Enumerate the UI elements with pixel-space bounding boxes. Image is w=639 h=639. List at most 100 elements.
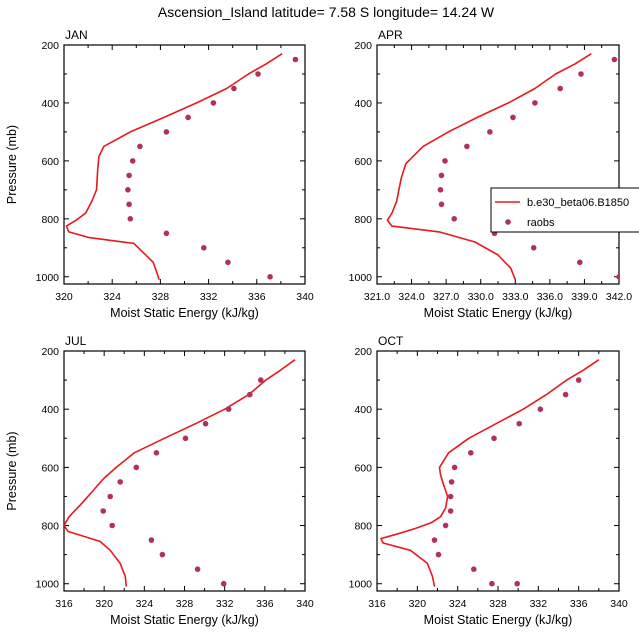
x-tick-label: 316 — [368, 598, 386, 610]
x-tick-label: 320 — [55, 291, 73, 303]
y-tick-label: 400 — [354, 98, 372, 110]
raobs-point — [117, 479, 123, 485]
raobs-point — [451, 216, 458, 222]
plot-area — [64, 359, 296, 587]
x-tick-label: 332 — [200, 291, 218, 303]
y-tick-label: 600 — [354, 156, 372, 168]
raobs-point — [109, 522, 115, 529]
plot-area — [65, 53, 299, 280]
plot-frame — [376, 350, 620, 592]
y-tick-label: 200 — [354, 40, 372, 52]
raobs-point — [292, 56, 299, 63]
raobs-point — [267, 274, 273, 280]
raobs-point — [537, 406, 544, 413]
raobs-point — [557, 85, 563, 92]
raobs-point — [578, 71, 584, 77]
panel-oct: OCT 316 320 324 328 332 336 340 200 400 600 800 1000… — [349, 334, 628, 627]
raobs-point — [182, 435, 189, 442]
panel-jan: JAN 320 324 328 332 336 340 200 400 600 800 1000 Moi… — [5, 28, 314, 320]
raobs-point — [468, 450, 474, 456]
x-tick-label: 339.0 — [571, 291, 597, 303]
raobs-point — [210, 100, 217, 106]
raobs-point — [201, 245, 207, 251]
model-line — [380, 359, 600, 587]
chart-panels: JAN 320 324 328 332 336 340 200 400 600 800 1000 Moi… — [5, 28, 639, 627]
raobs-point — [442, 158, 448, 164]
x-tick-label: 328 — [489, 598, 507, 610]
legend-marker-swatch — [505, 219, 511, 225]
raobs-point — [185, 114, 191, 121]
y-tick-label: 800 — [354, 214, 372, 226]
raobs-point — [159, 551, 166, 558]
raobs-point — [447, 493, 454, 500]
x-tick-label: 340 — [610, 598, 628, 610]
raobs-point — [451, 464, 458, 471]
panel-jul: JUL 316 320 324 328 332 336 340 200 400 600 800 1000… — [5, 334, 314, 627]
x-axis-label: Moist Static Energy (kJ/kg) — [424, 306, 573, 320]
model-line — [65, 53, 283, 280]
y-tick-label: 600 — [41, 156, 59, 168]
y-tick-label: 800 — [41, 214, 59, 226]
x-tick-label: 340 — [296, 598, 314, 610]
raobs-point — [129, 158, 136, 164]
legend-obs-label: raobs — [527, 217, 555, 229]
raobs-point — [137, 143, 143, 150]
raobs-point — [562, 391, 569, 398]
raobs-point — [448, 479, 455, 485]
y-tick-label: 400 — [41, 404, 59, 416]
x-tick-label: 328 — [176, 598, 194, 610]
y-tick-label: 1000 — [36, 272, 60, 284]
raobs-point — [163, 129, 170, 135]
x-tick-label: 330.0 — [468, 291, 494, 303]
figure-title: Ascension_Island latitude= 7.58 S longit… — [158, 4, 495, 20]
x-tick-label: 340 — [296, 291, 314, 303]
raobs-point — [516, 420, 522, 427]
raobs-point — [225, 406, 232, 413]
x-tick-label: 342.0 — [606, 291, 632, 303]
raobs-point — [133, 464, 140, 471]
x-tick-label: 320 — [95, 598, 113, 610]
raobs-point — [464, 143, 470, 150]
raobs-point — [530, 245, 537, 251]
raobs-point — [510, 114, 516, 121]
raobs-point — [532, 100, 538, 106]
y-tick-label: 200 — [41, 40, 59, 52]
raobs-point — [431, 537, 438, 543]
x-axis-label: Moist Static Energy (kJ/kg) — [424, 613, 573, 627]
y-tick-label: 1000 — [36, 579, 60, 591]
panel-title: APR — [378, 28, 403, 42]
raobs-point — [491, 435, 497, 442]
x-tick-label: 336 — [570, 598, 588, 610]
raobs-point — [225, 259, 231, 266]
x-tick-label: 324 — [103, 291, 121, 303]
raobs-point — [437, 187, 444, 193]
x-tick-label: 333.0 — [502, 291, 528, 303]
x-tick-label: 336.0 — [537, 291, 563, 303]
raobs-point — [107, 493, 113, 500]
y-tick-label: 1000 — [349, 579, 373, 591]
x-tick-label: 316 — [55, 598, 73, 610]
x-tick-label: 321.0 — [364, 291, 390, 303]
raobs-point — [442, 522, 449, 529]
raobs-point — [231, 85, 237, 92]
y-tick-label: 1000 — [349, 272, 373, 284]
x-axis-label: Moist Static Energy (kJ/kg) — [110, 306, 259, 320]
panel-title: OCT — [378, 334, 404, 348]
raobs-point — [438, 172, 445, 179]
y-tick-label: 400 — [41, 98, 59, 110]
plot-frame — [63, 350, 306, 592]
x-tick-label: 324 — [449, 598, 467, 610]
x-tick-label: 332 — [530, 598, 548, 610]
raobs-point — [202, 420, 209, 427]
panel-apr: APR 321.0 324.0 327.0 330.0 333.0 336.0 339.0 34… — [349, 28, 633, 320]
x-tick-label: 328 — [152, 291, 170, 303]
raobs-point — [220, 580, 227, 587]
raobs-point — [489, 580, 495, 587]
raobs-point — [258, 377, 264, 383]
x-tick-label: 320 — [409, 598, 427, 610]
raobs-point — [577, 259, 583, 266]
raobs-point — [153, 450, 160, 456]
x-tick-label: 336 — [248, 291, 266, 303]
legend-model-label: b.e30_beta06.B1850 — [527, 197, 629, 209]
y-axis-label: Pressure (mb) — [5, 431, 19, 510]
